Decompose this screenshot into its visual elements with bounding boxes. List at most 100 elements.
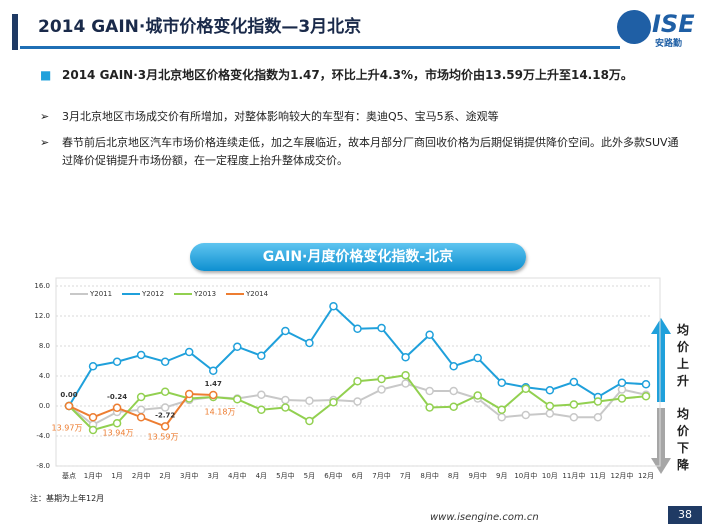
point [281,395,290,405]
x-tick-label: 10月 [542,472,558,480]
point [401,379,410,388]
legend-label: Y2013 [193,290,216,298]
annotation: 13.59万 [148,433,179,442]
point [353,377,362,386]
point [545,409,555,418]
point [425,386,434,396]
legend-label: Y2011 [89,290,112,298]
annotation: 14.18万 [205,408,236,417]
slide-title: 2014 GAIN·城市价格变化指数—3月北京 [38,17,362,37]
point [521,410,531,420]
point [377,323,386,333]
x-tick-label: 11月 [590,472,606,480]
point [521,384,531,393]
point [329,398,338,407]
page-number: 38 [668,506,702,524]
x-tick-label: 9月中 [468,471,486,480]
point [305,396,314,405]
x-tick-label: 2月中 [132,471,150,480]
point [545,386,555,395]
point [545,401,555,411]
point [160,357,170,366]
x-tick-label: 8月中 [420,471,438,480]
url: www.isengine.com.cn [430,512,539,523]
x-tick-label: 11月中 [562,471,585,480]
point [136,413,146,422]
point [425,330,434,339]
point [569,377,579,387]
logo-icon [617,10,651,44]
point [569,400,579,409]
series-line [68,304,647,407]
x-tick-label: 12月 [638,472,654,480]
point [641,380,651,389]
x-tick-label: 10月中 [514,471,537,480]
point [497,413,506,422]
point [617,378,627,387]
point [425,403,434,412]
point [281,326,290,336]
note: 注：基期为上年12月 [30,494,105,503]
data-label: -0.24 [107,393,127,401]
y-tick-label: 16.0 [34,282,50,290]
point [593,413,603,422]
point [401,371,410,380]
point [449,362,458,371]
x-tick-label: 基点 [62,471,76,480]
y-tick-label: 8.0 [39,342,50,350]
point [136,392,146,402]
point [569,413,579,422]
bullet-text: 3月北京地区市场成交价有所增加，对整体影响较大的车型有：奥迪Q5、宝马5系、途观… [62,110,499,123]
point [353,397,362,406]
x-tick-label: 4月 [256,472,267,480]
point [88,362,98,371]
x-tick-label: 2月 [159,472,170,480]
point [136,405,146,414]
x-tick-label: 1月中 [84,471,102,480]
point [184,389,194,399]
annotation: 13.94万 [103,429,134,438]
point [233,395,242,404]
x-tick-label: 5月 [304,472,315,480]
point [160,403,170,412]
point [257,351,266,360]
data-label: 1.47 [205,380,222,388]
bullet: ➢ 春节前后北京地区汽车市场价格连续走低，加之车展临近，故本月部分厂商回收价格为后… [40,134,682,170]
x-tick-label: 3月中 [180,471,198,480]
point [88,425,98,435]
bullet-marker: ■ [40,68,52,82]
x-tick-label: 8月 [448,472,459,480]
point [136,350,146,360]
data-label: -2.72 [155,411,175,419]
point [184,347,194,357]
bullet: ■ 2014 GAIN·3月北京地区价格变化指数为1.47，环比上升4.3%，市场… [40,66,682,84]
point [641,392,651,401]
point [160,387,170,396]
up-arrow [651,318,671,402]
point [473,391,482,400]
point [377,374,386,384]
x-tick-label: 6月 [352,472,363,480]
bullet-text: 春节前后北京地区汽车市场价格连续走低，加之车展临近，故本月部分厂商回收价格为后期… [62,136,679,167]
point [305,416,314,426]
point [497,405,506,414]
point [112,419,122,428]
point [617,394,627,403]
point [112,357,122,366]
bullet-text: 2014 GAIN·3月北京地区价格变化指数为1.47，环比上升4.3%，市场均… [62,68,633,82]
x-tick-label: 3月 [208,472,219,480]
x-tick-label: 4月中 [228,471,246,480]
x-tick-label: 9月 [496,472,507,480]
point [233,342,242,351]
y-tick-label: 12.0 [34,312,50,320]
bullet-marker: ➢ [40,110,50,123]
point [305,338,314,348]
point [329,302,338,311]
point [401,353,410,362]
chart-title: GAIN·月度价格变化指数-北京 [190,243,526,271]
down-arrow [651,408,671,474]
point [64,401,74,411]
title-tab [12,14,18,50]
y-tick-label: -4.0 [36,432,50,440]
